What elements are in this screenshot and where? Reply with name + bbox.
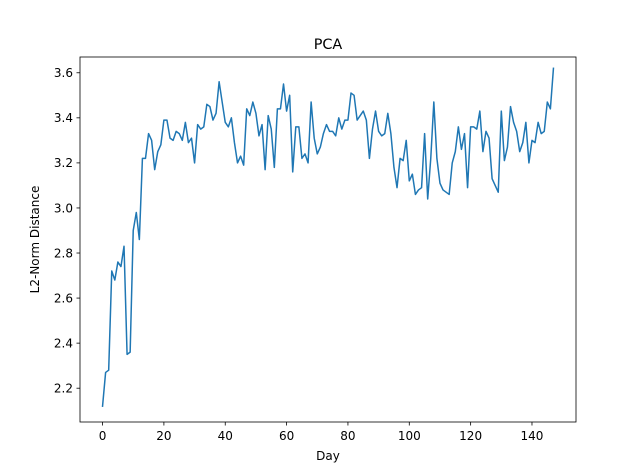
y-tick-label: 2.2: [54, 382, 73, 396]
x-axis-label: Day: [316, 449, 340, 463]
y-tick-label: 2.8: [54, 246, 73, 260]
x-axis: 0 20 40 60 80 100 120 140: [99, 422, 544, 443]
y-tick-label: 3.4: [54, 111, 73, 125]
y-tick-label: 2.6: [54, 291, 73, 305]
chart-title: PCA: [314, 37, 343, 53]
y-axis-label: L2-Norm Distance: [28, 186, 42, 294]
axes-frame: [79, 56, 577, 423]
x-tick-label: 120: [459, 429, 482, 443]
y-axis: 2.2 2.4 2.6 2.8 3.0 3.2 3.4 3.6: [54, 66, 80, 396]
y-tick-label: 3.0: [54, 201, 73, 215]
y-tick-label: 3.6: [54, 66, 73, 80]
x-tick-label: 80: [340, 429, 355, 443]
x-tick-label: 140: [521, 429, 544, 443]
plot-area: [79, 56, 577, 423]
series-line: [101, 67, 555, 408]
y-tick-label: 2.4: [54, 336, 73, 350]
x-tick-label: 100: [398, 429, 421, 443]
x-tick-label: 60: [279, 429, 294, 443]
x-tick-label: 20: [156, 429, 171, 443]
y-tick-label: 3.2: [54, 156, 73, 170]
x-tick-label: 40: [218, 429, 233, 443]
x-tick-label: 0: [99, 429, 107, 443]
